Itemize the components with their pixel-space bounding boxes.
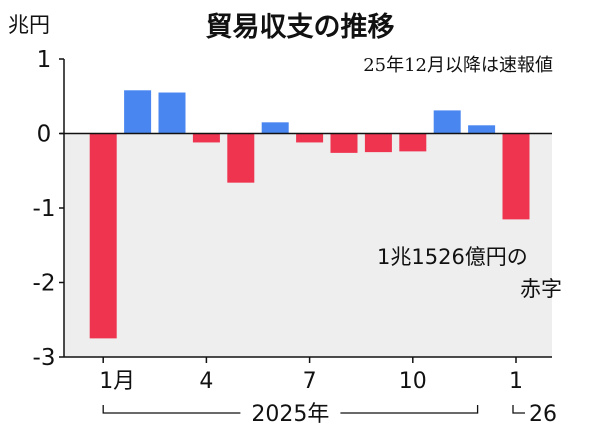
x-tick-label: 7: [303, 369, 317, 394]
chart-title: 貿易収支の推移: [206, 12, 395, 43]
x-tick-labels: 1月 4 7 10 1: [99, 369, 523, 394]
y-tick-label: 1: [37, 47, 52, 73]
bar-2025-10: [399, 133, 427, 152]
bar-2025-04: [192, 133, 220, 143]
negative-region-background: [64, 133, 552, 357]
bar-2026-01: [502, 133, 530, 220]
bar-2025-07: [296, 133, 324, 143]
x-tick-label: 1月: [99, 369, 135, 394]
annotation-line-1: 1兆1526億円の: [377, 245, 528, 269]
bar-2025-01: [89, 133, 117, 339]
y-tick-label: 0: [37, 122, 52, 148]
y-tick-label: -1: [33, 196, 56, 222]
bar-2025-06: [261, 122, 289, 134]
y-tick-label: -3: [33, 345, 56, 371]
x-tick-label: 4: [199, 369, 213, 394]
bar-2025-11: [433, 110, 461, 134]
y-tick-label: -2: [33, 271, 56, 297]
bar-2025-02: [124, 90, 152, 134]
year-bracket-2025: 2025年: [102, 400, 479, 427]
year-bracket-2026: 26: [512, 402, 557, 427]
annotation-line-2: 赤字: [520, 277, 562, 301]
bar-2025-05: [227, 133, 255, 183]
axes: [59, 58, 552, 363]
x-tick-label: 10: [399, 369, 427, 394]
year-label-2025: 2025年: [251, 402, 329, 427]
bar-2025-08: [330, 133, 358, 153]
chart-subtitle: 25年12月以降は速報値: [363, 55, 553, 76]
y-tick-labels: 1 0 -1 -2 -3: [33, 47, 56, 371]
bar-2025-09: [364, 133, 392, 153]
y-unit-label: 兆円: [8, 13, 50, 37]
year-label-2026: 26: [529, 402, 557, 427]
bar-group: [89, 90, 530, 339]
bar-2025-03: [158, 92, 186, 134]
bar-2025-12: [468, 125, 496, 134]
x-tick-label: 1: [509, 369, 523, 394]
